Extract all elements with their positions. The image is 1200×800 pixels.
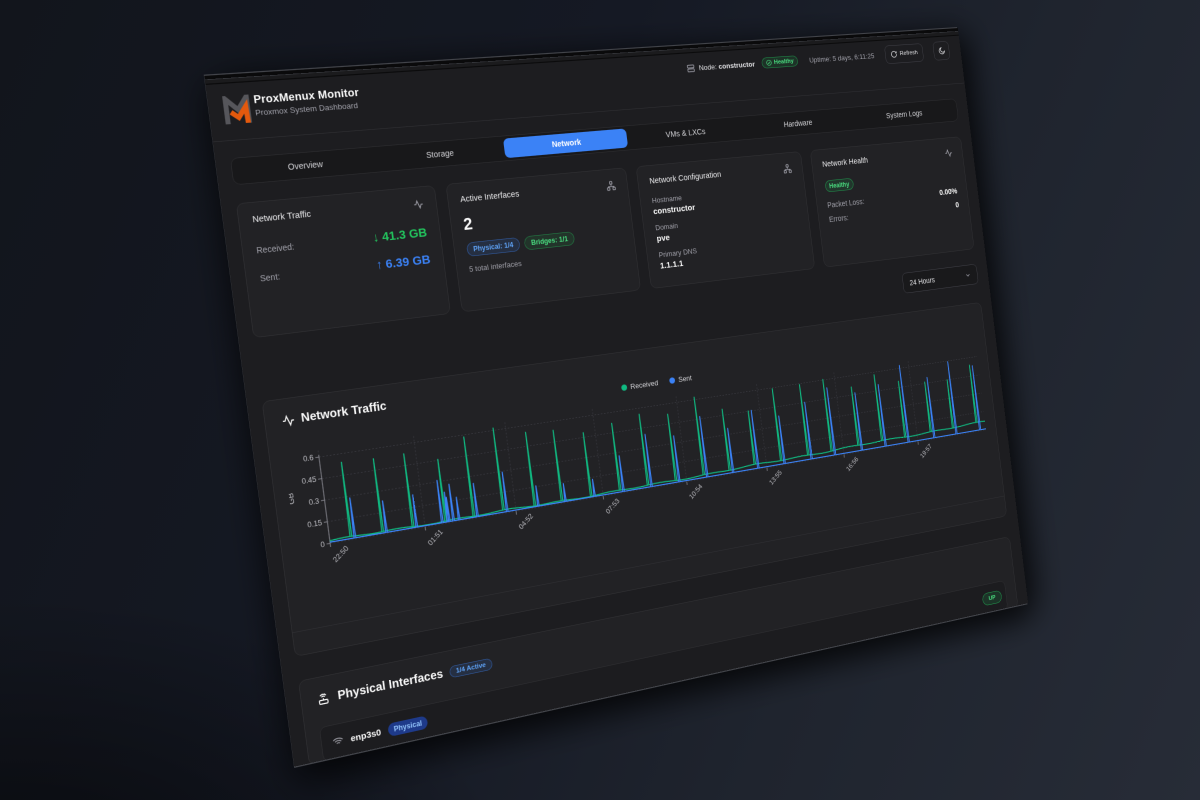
svg-text:GB: GB — [285, 492, 296, 505]
svg-text:0: 0 — [320, 540, 326, 549]
svg-text:16:56: 16:56 — [845, 455, 860, 473]
svg-text:13:55: 13:55 — [768, 468, 784, 486]
svg-text:04:52: 04:52 — [517, 512, 535, 531]
svg-text:0.45: 0.45 — [301, 475, 317, 486]
svg-text:19:57: 19:57 — [919, 442, 934, 459]
svg-text:0.15: 0.15 — [307, 518, 323, 529]
svg-text:07:53: 07:53 — [604, 497, 621, 516]
svg-text:0.3: 0.3 — [308, 497, 320, 507]
svg-text:0.6: 0.6 — [303, 454, 315, 464]
svg-text:01:51: 01:51 — [426, 527, 445, 547]
svg-text:10:54: 10:54 — [688, 482, 704, 500]
svg-text:22:50: 22:50 — [331, 544, 350, 564]
